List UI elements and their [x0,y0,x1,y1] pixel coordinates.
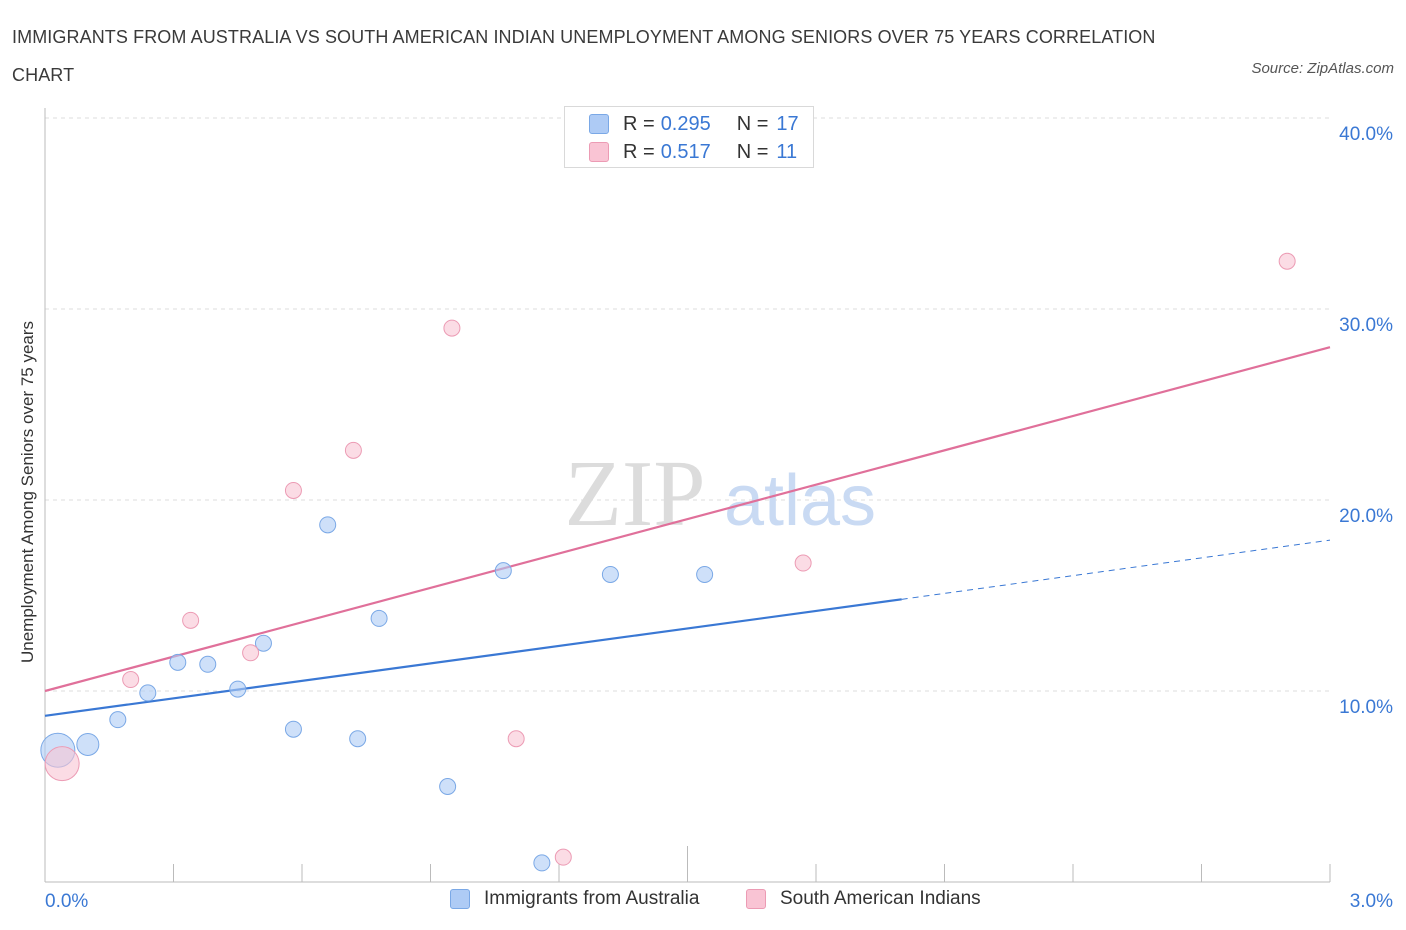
point-south-american-indians [242,644,260,662]
legend-r-value: 0.517 [660,140,711,163]
point-south-american-indians [554,848,572,866]
legend-swatch-australia [450,889,470,909]
x-tick-label: 0.0% [45,891,88,912]
legend-item-australia[interactable]: Immigrants from Australia [450,888,699,910]
legend-n-value: 11 [776,140,798,163]
point-australia [284,720,302,738]
point-australia [439,778,457,795]
watermark-zip: ZIP [565,442,706,546]
point-south-american-indians [182,611,200,629]
y-axis-label: Unemployment Among Seniors over 75 years [18,320,37,664]
point-australia [349,730,367,748]
chart-source: Source: ZipAtlas.com [1251,60,1394,77]
point-australia [199,655,217,673]
point-south-american-indians [1278,252,1296,270]
series-legend: Immigrants from Australia South American… [0,888,1406,916]
point-south-american-indians [794,554,812,572]
legend-item-south-american-indians[interactable]: South American Indians [746,888,981,910]
tick-labels: 10.0% 20.0% 30.0% 40.0% 0.0% 3.0% [45,124,1393,912]
point-australia [494,562,512,580]
data-points [40,252,1296,872]
legend-n-label: N = [736,140,769,163]
gridlines [45,117,1330,692]
legend-swatch-australia [589,114,609,134]
legend-row-australia: R = 0.295 N = 17 [589,112,799,136]
point-south-american-indians [443,319,461,337]
y-tick-label: 20.0% [1339,506,1393,527]
legend-r-label: R = [623,140,655,163]
legend-label-south-american-indians: South American Indians [780,888,981,909]
y-tick-label: 10.0% [1339,697,1393,718]
trend-line-extension [901,539,1331,600]
point-south-american-indians [44,746,80,782]
y-tick-label: 40.0% [1339,124,1393,145]
legend-swatch-south-american-indians [589,142,609,162]
y-tick-label: 30.0% [1339,315,1393,336]
point-australia [139,684,157,702]
point-south-american-indians [344,441,362,459]
chart-title: IMMIGRANTS FROM AUSTRALIA VS SOUTH AMERI… [12,27,1156,85]
point-australia [254,634,272,652]
point-australia [169,653,187,671]
correlation-legend: R = 0.295 N = 17 R = 0.517 N = 11 [564,106,814,168]
point-australia [370,609,388,627]
trend-lines [44,346,1331,717]
point-australia [76,732,100,756]
point-australia [319,516,337,534]
point-south-american-indians [507,730,525,748]
legend-r-value: 0.295 [660,112,711,135]
axes [44,108,1331,883]
x-tick-label: 3.0% [1350,891,1393,912]
watermark: ZIP atlas [565,442,877,546]
point-australia [601,565,619,583]
point-australia [696,565,714,583]
point-south-american-indians [122,671,140,689]
legend-row-south-american-indians: R = 0.517 N = 11 [589,140,797,164]
watermark-atlas: atlas [724,461,876,541]
point-australia [533,854,551,872]
legend-n-value: 17 [776,112,799,135]
point-south-american-indians [284,481,302,499]
legend-n-label: N = [736,112,769,135]
trend-line-australia [44,598,902,717]
legend-r-label: R = [623,112,655,135]
point-australia [109,711,127,729]
legend-swatch-south-american-indians [746,889,766,909]
legend-label-australia: Immigrants from Australia [484,888,700,909]
point-australia [229,680,247,698]
trend-line-south-american-indians [44,346,1331,693]
